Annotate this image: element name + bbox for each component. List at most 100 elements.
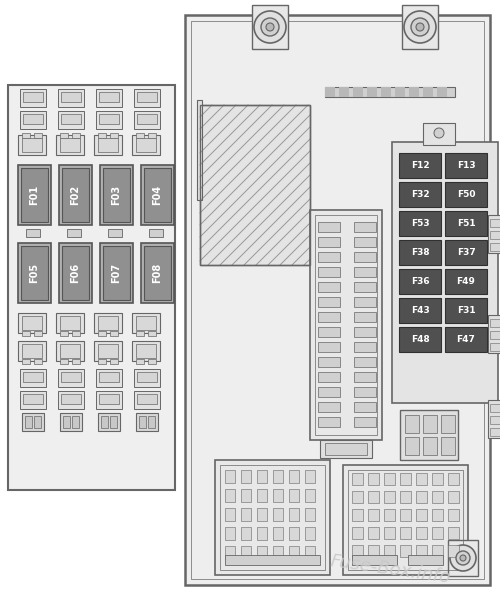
Bar [26,229,40,237]
Bar [437,87,447,97]
Bar [60,413,82,431]
Bar [432,473,443,485]
Bar [136,359,144,364]
Bar [318,282,340,292]
Bar [110,416,117,428]
Bar [488,215,500,253]
Text: F07: F07 [112,263,122,283]
Bar [144,168,171,222]
Bar [384,527,395,539]
Bar [445,211,487,236]
Bar [185,15,490,585]
Bar [63,416,70,428]
Text: F47: F47 [456,335,475,344]
Bar [99,92,119,102]
Bar [400,527,411,539]
Bar [94,341,122,361]
Bar [432,545,443,557]
Text: F05: F05 [30,263,40,283]
Bar [354,267,376,277]
Bar [23,372,43,382]
Bar [490,343,500,351]
Bar [448,540,478,576]
Bar [405,415,419,433]
Bar [56,341,84,361]
Bar [132,313,160,333]
Bar [416,527,427,539]
Bar [61,114,81,124]
Bar [60,344,80,358]
Bar [103,168,130,222]
Bar [197,100,202,200]
Bar [72,359,80,364]
Bar [257,527,267,540]
Bar [273,489,283,502]
Bar [241,489,251,502]
Bar [22,344,42,358]
Bar [137,394,157,404]
Text: F38: F38 [410,248,430,257]
Bar [103,246,130,300]
Circle shape [460,555,466,561]
Bar [325,87,335,97]
Bar [318,402,340,412]
Circle shape [254,11,286,43]
Bar [132,135,160,155]
Bar [34,416,41,428]
Bar [18,135,46,155]
Text: F06: F06 [70,263,81,283]
Bar [98,138,118,152]
Bar [490,231,500,239]
Bar [399,298,441,323]
Bar [200,105,310,265]
Bar [400,410,458,460]
Bar [22,133,30,138]
Bar [21,168,48,222]
Text: F01: F01 [30,185,40,205]
Bar [8,85,175,490]
Bar [96,369,122,387]
Bar [22,413,44,431]
Bar [392,142,498,403]
Bar [225,527,235,540]
Bar [368,545,379,557]
Bar [100,243,133,303]
Bar [22,138,42,152]
Bar [318,387,340,397]
Bar [399,327,441,352]
Bar [139,416,146,428]
Circle shape [411,18,429,36]
Bar [354,222,376,232]
Bar [273,546,283,559]
Bar [134,111,160,129]
Text: F13: F13 [456,161,475,170]
Bar [432,509,443,521]
Bar [148,331,156,336]
Bar [490,331,500,339]
Bar [34,331,42,336]
Bar [62,168,89,222]
Bar [381,87,391,97]
Bar [23,92,43,102]
Bar [148,359,156,364]
Bar [67,229,81,237]
Bar [352,509,363,521]
Bar [405,437,419,455]
Bar [445,269,487,294]
Bar [400,545,411,557]
Bar [257,470,267,483]
Text: F48: F48 [410,335,430,344]
Bar [416,545,427,557]
Bar [137,372,157,382]
Bar [384,473,395,485]
Bar [59,243,92,303]
Bar [60,138,80,152]
Bar [354,282,376,292]
Bar [352,527,363,539]
Bar [490,404,500,412]
Bar [110,359,118,364]
Text: Fuse-Box.info: Fuse-Box.info [328,552,452,587]
Bar [400,473,411,485]
Bar [99,394,119,404]
Bar [368,491,379,503]
